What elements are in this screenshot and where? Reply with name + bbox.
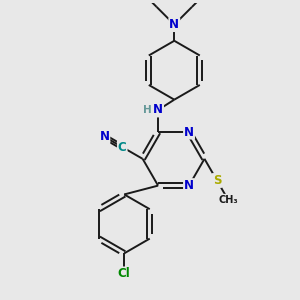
Text: N: N [99, 130, 110, 143]
Text: N: N [169, 18, 179, 31]
Text: N: N [184, 179, 194, 192]
Text: H: H [143, 105, 152, 115]
Text: S: S [213, 174, 221, 187]
Text: N: N [153, 103, 163, 116]
Text: CH₃: CH₃ [218, 195, 238, 205]
Text: Cl: Cl [118, 267, 130, 280]
Text: N: N [184, 126, 194, 139]
Text: C: C [118, 141, 127, 154]
